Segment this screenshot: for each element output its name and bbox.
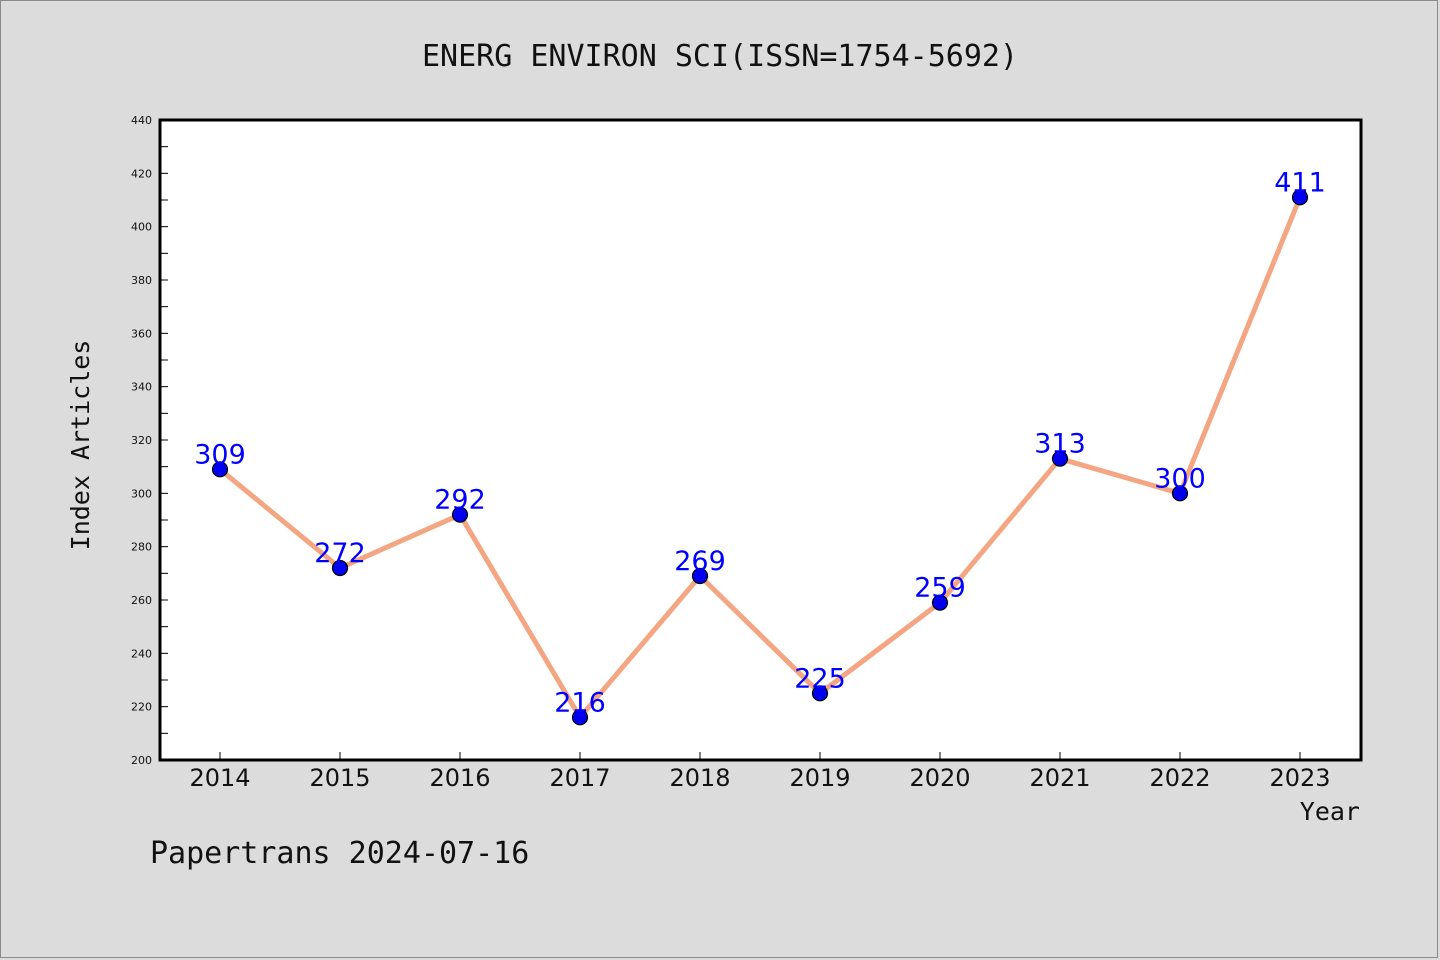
data-point bbox=[1171, 485, 1189, 502]
series-line bbox=[217, 194, 1303, 720]
y-axis-label: Index Articles bbox=[66, 340, 95, 551]
y-tick-label: 280 bbox=[131, 541, 152, 554]
x-tick-label: 2017 bbox=[549, 764, 610, 792]
x-tick-label: 2021 bbox=[1029, 764, 1090, 792]
x-tick-label: 2016 bbox=[429, 764, 490, 792]
series-markers bbox=[211, 189, 1309, 726]
y-tick-label: 260 bbox=[131, 594, 152, 607]
data-point bbox=[1291, 189, 1309, 206]
y-tick-label: 220 bbox=[131, 701, 152, 714]
data-point bbox=[931, 594, 949, 611]
data-label: 272 bbox=[314, 538, 366, 569]
data-labels: 309 272 292 216 269 225 259 313 300 411 bbox=[194, 167, 1326, 718]
data-point bbox=[211, 461, 229, 478]
y-tick-label: 360 bbox=[131, 327, 152, 340]
x-tick-label: 2020 bbox=[909, 764, 970, 792]
data-point bbox=[811, 685, 829, 702]
chart-title: ENERG ENVIRON SCI(ISSN=1754-5692) bbox=[422, 39, 1018, 74]
y-tick-label: 380 bbox=[131, 274, 152, 287]
data-label: 269 bbox=[674, 546, 726, 577]
data-label: 313 bbox=[1034, 429, 1086, 460]
y-axis-ticks: 200 220 240 260 280 300 320 340 360 380 400 420 440 bbox=[131, 114, 168, 767]
y-tick-label: 300 bbox=[131, 487, 152, 500]
data-point bbox=[1051, 450, 1069, 467]
y-tick-label: 200 bbox=[131, 754, 152, 767]
x-axis-label: Year bbox=[1300, 797, 1360, 826]
data-label: 216 bbox=[554, 687, 606, 718]
x-tick-label: 2015 bbox=[309, 764, 370, 792]
x-axis-ticks: 2014 2015 2016 2017 2018 2019 2020 2021 2022 2023 bbox=[189, 752, 1331, 792]
x-tick-label: 2019 bbox=[789, 764, 850, 792]
x-tick-label: 2014 bbox=[189, 764, 250, 792]
data-label: 292 bbox=[434, 485, 486, 516]
x-tick-label: 2018 bbox=[669, 764, 730, 792]
y-tick-label: 440 bbox=[131, 114, 152, 127]
data-label: 300 bbox=[1154, 463, 1206, 494]
data-label: 225 bbox=[794, 663, 846, 694]
y-tick-label: 400 bbox=[131, 221, 152, 234]
data-point bbox=[451, 506, 469, 523]
data-label: 309 bbox=[194, 439, 246, 470]
plot-area bbox=[158, 118, 1363, 762]
data-label: 411 bbox=[1274, 167, 1326, 198]
y-tick-label: 240 bbox=[131, 647, 152, 660]
data-point bbox=[571, 709, 589, 726]
footer-credit: Papertrans 2024-07-16 bbox=[150, 836, 529, 871]
y-tick-label: 420 bbox=[131, 167, 152, 180]
y-tick-label: 340 bbox=[131, 381, 152, 394]
data-label: 259 bbox=[914, 573, 966, 604]
series-line-group bbox=[217, 194, 1303, 720]
data-point bbox=[331, 559, 349, 577]
y-tick-label: 320 bbox=[131, 434, 152, 447]
x-tick-label: 2023 bbox=[1269, 764, 1330, 792]
data-point bbox=[691, 567, 709, 585]
x-tick-label: 2022 bbox=[1149, 764, 1210, 792]
